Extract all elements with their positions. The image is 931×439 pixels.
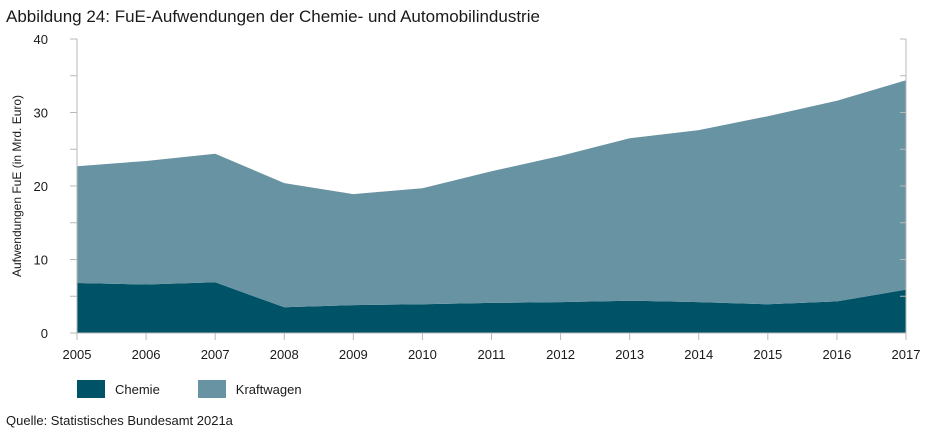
- x-tick-label: 2010: [408, 347, 437, 362]
- y-tick-label: 40: [34, 32, 48, 47]
- x-tick-labels: 2005 2006 2007 2008 2009 2010 2011 2012 2013 2014…: [63, 347, 921, 362]
- area-chemie: [77, 282, 906, 333]
- axes: [70, 38, 907, 340]
- legend-item-chemie: Chemie: [77, 380, 160, 398]
- x-tick-label: 2008: [270, 347, 299, 362]
- legend-swatch-kraftwagen: [197, 380, 226, 398]
- x-tick-label: 2017: [892, 347, 921, 362]
- x-tick-label: 2014: [684, 347, 713, 362]
- legend-label-kraftwagen: Kraftwagen: [235, 381, 302, 397]
- legend-label-chemie: Chemie: [115, 381, 160, 397]
- x-tick-label: 2016: [822, 347, 851, 362]
- y-tick-label: 10: [34, 253, 48, 268]
- source-note: Quelle: Statistisches Bundesamt 2021a: [6, 413, 233, 428]
- y-tick-label: 20: [34, 179, 48, 194]
- x-tick-label: 2011: [478, 347, 506, 362]
- plot-areas: [77, 80, 906, 333]
- area-kraftwagen: [77, 80, 906, 308]
- chart-title: Abbildung 24: FuE-Aufwendungen der Chemi…: [6, 7, 540, 26]
- legend: Chemie Kraftwagen: [77, 380, 340, 398]
- legend-item-kraftwagen: Kraftwagen: [197, 380, 302, 398]
- x-tick-label: 2007: [201, 347, 230, 362]
- y-tick-labels: 0 10 20 30 40: [34, 32, 48, 341]
- x-tick-label: 2015: [753, 347, 782, 362]
- x-tick-label: 2012: [546, 347, 575, 362]
- legend-swatch-chemie: [77, 380, 105, 398]
- x-tick-label: 2006: [132, 347, 161, 362]
- x-tick-label: 2013: [615, 347, 644, 362]
- y-axis-label: Aufwendungen FuE (in Mrd. Euro): [10, 95, 24, 277]
- x-tick-label: 2009: [339, 347, 368, 362]
- y-tick-label: 30: [34, 106, 48, 121]
- x-tick-label: 2005: [63, 347, 92, 362]
- y-tick-label: 0: [41, 326, 48, 341]
